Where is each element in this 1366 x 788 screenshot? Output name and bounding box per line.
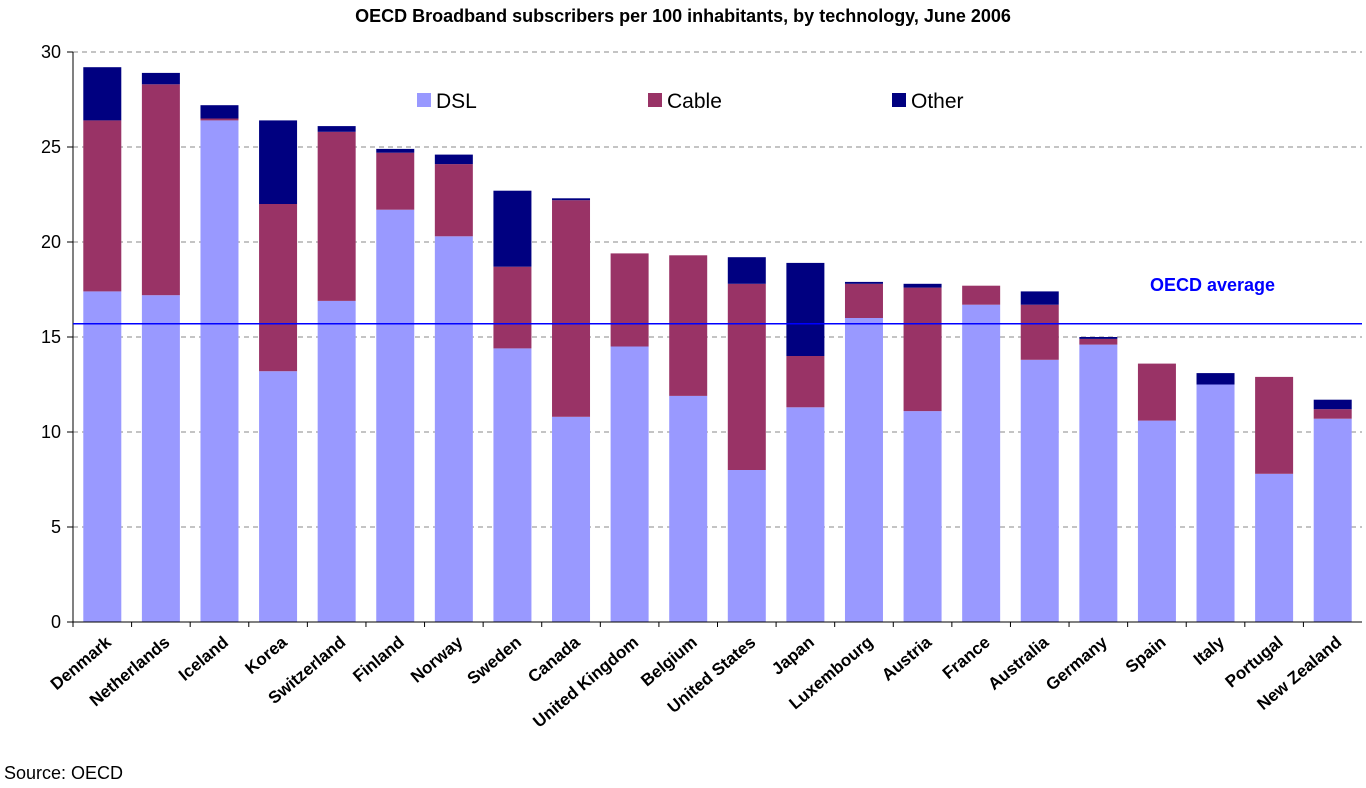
bar-other-austria — [903, 283, 942, 288]
bar-cable-korea — [259, 204, 298, 372]
x-tick-label: Japan — [768, 633, 818, 679]
bar-dsl-austria — [903, 411, 942, 622]
bar-other-switzerland — [317, 126, 356, 132]
bar-cable-united-kingdom — [610, 253, 649, 347]
legend-swatch-dsl — [417, 93, 431, 107]
x-tick-label: Italy — [1190, 632, 1229, 669]
y-tick-label: 25 — [41, 137, 61, 157]
bar-dsl-sweden — [493, 348, 532, 622]
x-tick-label: France — [939, 633, 994, 683]
bar-dsl-germany — [1079, 344, 1118, 622]
bar-cable-norway — [434, 164, 473, 237]
legend-swatch-cable — [648, 93, 662, 107]
legend-label-dsl: DSL — [436, 90, 477, 113]
bar-cable-luxembourg — [844, 283, 883, 318]
y-tick-label: 15 — [41, 327, 61, 347]
bar-other-sweden — [493, 190, 532, 267]
bar-cable-canada — [552, 200, 591, 417]
bar-other-japan — [786, 262, 825, 356]
x-tick-label: Korea — [242, 632, 292, 678]
x-tick-label: Sweden — [464, 633, 525, 689]
x-tick-label: Iceland — [175, 633, 232, 685]
source-note: Source: OECD — [4, 763, 124, 783]
bar-dsl-japan — [786, 407, 825, 622]
bar-other-australia — [1020, 291, 1059, 305]
y-tick-label: 0 — [51, 612, 61, 632]
bar-dsl-italy — [1196, 384, 1235, 622]
bar-other-canada — [552, 198, 591, 201]
bar-dsl-portugal — [1255, 473, 1294, 622]
bar-cable-australia — [1020, 304, 1059, 360]
bar-dsl-belgium — [669, 395, 708, 622]
bar-cable-sweden — [493, 266, 532, 349]
x-tick-label: Spain — [1122, 633, 1170, 677]
bar-cable-united-states — [727, 283, 766, 470]
bar-dsl-canada — [552, 416, 591, 622]
bar-dsl-finland — [376, 209, 415, 622]
bar-cable-denmark — [83, 120, 122, 292]
bar-dsl-korea — [259, 371, 298, 622]
bar-other-iceland — [200, 105, 239, 119]
bar-cable-japan — [786, 356, 825, 408]
legend-label-cable: Cable — [667, 90, 722, 113]
bar-dsl-united-kingdom — [610, 346, 649, 622]
bar-cable-spain — [1137, 363, 1176, 421]
x-tick-label: Australia — [984, 632, 1052, 694]
x-tick-label: Austria — [878, 632, 935, 685]
bar-dsl-australia — [1020, 359, 1059, 622]
bar-other-finland — [376, 148, 415, 153]
bar-dsl-iceland — [200, 120, 239, 623]
bar-dsl-spain — [1137, 420, 1176, 622]
legend-swatch-other — [892, 93, 906, 107]
y-tick-label: 10 — [41, 422, 61, 442]
bar-cable-belgium — [669, 255, 708, 396]
y-axis-ticks: 0 5 10 15 20 25 30 — [41, 42, 73, 632]
legend: DSL Cable Other — [417, 90, 964, 113]
bar-dsl-france — [962, 304, 1001, 622]
bar-dsl-new-zealand — [1313, 418, 1352, 622]
bar-other-denmark — [83, 67, 122, 121]
bar-dsl-luxembourg — [844, 318, 883, 622]
x-tick-label: Germany — [1042, 632, 1111, 694]
bar-other-germany — [1079, 337, 1118, 339]
bar-cable-france — [962, 285, 1001, 305]
bar-other-korea — [259, 120, 298, 204]
y-tick-label: 5 — [51, 517, 61, 537]
bar-other-italy — [1196, 373, 1235, 385]
reference-line-label: OECD average — [1150, 275, 1275, 295]
bar-cable-germany — [1079, 338, 1118, 345]
legend-label-other: Other — [911, 90, 964, 113]
x-tick-label: Norway — [407, 632, 467, 686]
x-tick-label: United Kingdom — [529, 633, 642, 732]
chart-title: OECD Broadband subscribers per 100 inhab… — [355, 6, 1011, 26]
bar-cable-portugal — [1255, 376, 1294, 474]
x-tick-label: Finland — [349, 633, 408, 686]
bar-other-luxembourg — [844, 281, 883, 284]
y-tick-label: 20 — [41, 232, 61, 252]
bar-cable-austria — [903, 287, 942, 412]
bar-cable-netherlands — [141, 84, 180, 296]
bar-dsl-switzerland — [317, 300, 356, 622]
bar-other-united-states — [727, 257, 766, 284]
bar-dsl-netherlands — [141, 295, 180, 622]
bar-cable-switzerland — [317, 131, 356, 301]
bar-cable-finland — [376, 152, 415, 210]
bar-cable-new-zealand — [1313, 409, 1352, 419]
bars — [83, 67, 1352, 623]
y-tick-label: 30 — [41, 42, 61, 62]
bar-dsl-denmark — [83, 291, 122, 622]
bar-other-norway — [434, 154, 473, 165]
oecd-average-line: OECD average — [73, 275, 1362, 325]
bar-dsl-norway — [434, 236, 473, 623]
bar-other-netherlands — [141, 72, 180, 85]
bar-cable-iceland — [200, 118, 239, 121]
bar-dsl-united-states — [727, 470, 766, 622]
bar-other-new-zealand — [1313, 399, 1352, 410]
